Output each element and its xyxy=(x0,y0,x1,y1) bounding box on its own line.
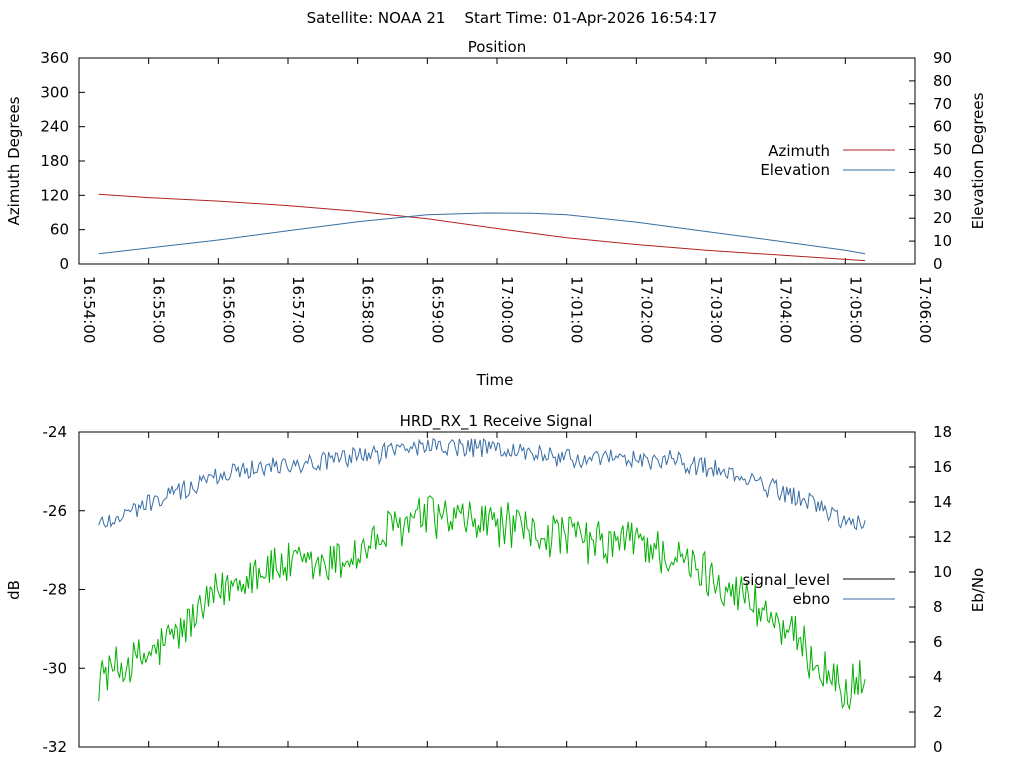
signal-y2-axis-label: Eb/No xyxy=(969,568,987,612)
position-x-tick-label: 16:59:00 xyxy=(428,276,446,343)
signal-plot-frame xyxy=(78,431,916,748)
position-y2-tick-label: 70 xyxy=(933,95,952,113)
signal-y2-tick-label: 0 xyxy=(933,738,943,756)
position-x-tick-label: 17:03:00 xyxy=(707,276,725,343)
position-y-tick-label: 240 xyxy=(40,118,69,136)
signal-legend: signal_level ebno xyxy=(742,571,895,608)
position-y2-tick-label: 60 xyxy=(933,118,952,136)
signal-y2-tick-label: 2 xyxy=(933,703,943,721)
position-y2-tick-label: 20 xyxy=(933,209,952,227)
position-x-tick-label: 17:05:00 xyxy=(846,276,864,343)
signal-y2-tick-label: 10 xyxy=(933,563,952,581)
position-x-tick-label: 16:54:00 xyxy=(80,276,98,343)
position-x-tick-label: 17:02:00 xyxy=(637,276,655,343)
signal-y2-tick-label: 4 xyxy=(933,668,943,686)
position-x-tick-label: 16:58:00 xyxy=(359,276,377,343)
signal-y2-tick-label: 14 xyxy=(933,493,952,511)
ebno-series-line xyxy=(98,437,866,531)
position-series-lines xyxy=(98,193,866,262)
signal-y2-tick-label: 6 xyxy=(933,633,943,651)
signal-y2-tick-label: 8 xyxy=(933,598,943,616)
signal-y-tick-label: -28 xyxy=(43,581,68,599)
position-y2-tick-label: 40 xyxy=(933,163,952,181)
legend-label-ebno: ebno xyxy=(793,590,830,608)
position-y2-tick-label: 10 xyxy=(933,232,952,250)
position-y-axis-label: Azimuth Degrees xyxy=(5,96,23,225)
position-y-tick-label: 60 xyxy=(50,221,69,239)
signal-y2-ticks: 0 2 4 6 8 10 12 14 16 18 xyxy=(909,423,952,756)
signal-x-ticks xyxy=(78,432,916,747)
position-x-tick-label: 17:04:00 xyxy=(777,276,795,343)
signal-y-tick-label: -32 xyxy=(43,738,68,756)
legend-label-elevation: Elevation xyxy=(760,161,830,179)
position-x-tick-label: 16:57:00 xyxy=(289,276,307,343)
position-x-ticks: 16:54:00 16:55:00 16:56:00 16:57:00 16:58:00… xyxy=(78,58,934,343)
position-y2-tick-label: 90 xyxy=(933,49,952,67)
signal-chart-title: HRD_RX_1 Receive Signal xyxy=(400,412,593,431)
position-y2-tick-label: 50 xyxy=(933,141,952,159)
signal-y2-tick-label: 18 xyxy=(933,423,952,441)
page-header: Satellite: NOAA 21 Start Time: 01-Apr-20… xyxy=(307,9,718,27)
position-x-tick-label: 16:56:00 xyxy=(219,276,237,343)
signal-y2-tick-label: 12 xyxy=(933,528,952,546)
signal-y-tick-label: -24 xyxy=(43,423,68,441)
position-y2-tick-label: 0 xyxy=(933,255,943,273)
signal-y-tick-label: -26 xyxy=(43,502,68,520)
position-y-tick-label: 300 xyxy=(40,83,69,101)
legend-label-azimuth: Azimuth xyxy=(768,142,830,160)
position-y-tick-label: 180 xyxy=(40,152,69,170)
position-legend: Azimuth Elevation xyxy=(760,142,895,179)
position-y-ticks: 0 60 120 180 240 300 360 xyxy=(40,49,85,273)
signal-y-ticks: -32 -30 -28 -26 -24 xyxy=(43,423,85,756)
legend-label-signal-level: signal_level xyxy=(742,571,830,590)
position-x-axis-label: Time xyxy=(476,371,514,389)
position-x-tick-label: 17:06:00 xyxy=(916,276,934,343)
elevation-series-line xyxy=(98,212,866,255)
position-y2-axis-label: Elevation Degrees xyxy=(969,92,987,229)
position-y-tick-label: 0 xyxy=(59,255,69,273)
position-y-tick-label: 360 xyxy=(40,49,69,67)
signal-y2-tick-label: 16 xyxy=(933,458,952,476)
position-y2-ticks: 0 10 20 30 40 50 60 70 80 90 xyxy=(909,49,952,273)
position-x-tick-label: 17:01:00 xyxy=(568,276,586,343)
azimuth-series-line xyxy=(98,193,866,262)
signal-series-lines xyxy=(98,437,866,711)
position-x-tick-label: 17:00:00 xyxy=(498,276,516,343)
position-y-tick-label: 120 xyxy=(40,186,69,204)
position-y2-tick-label: 80 xyxy=(933,72,952,90)
position-y2-tick-label: 30 xyxy=(933,186,952,204)
signal-y-tick-label: -30 xyxy=(43,659,68,677)
position-x-tick-label: 16:55:00 xyxy=(150,276,168,343)
signal-y-axis-label: dB xyxy=(5,580,23,600)
signal-level-series-line xyxy=(98,495,866,711)
position-chart-title: Position xyxy=(468,38,526,56)
